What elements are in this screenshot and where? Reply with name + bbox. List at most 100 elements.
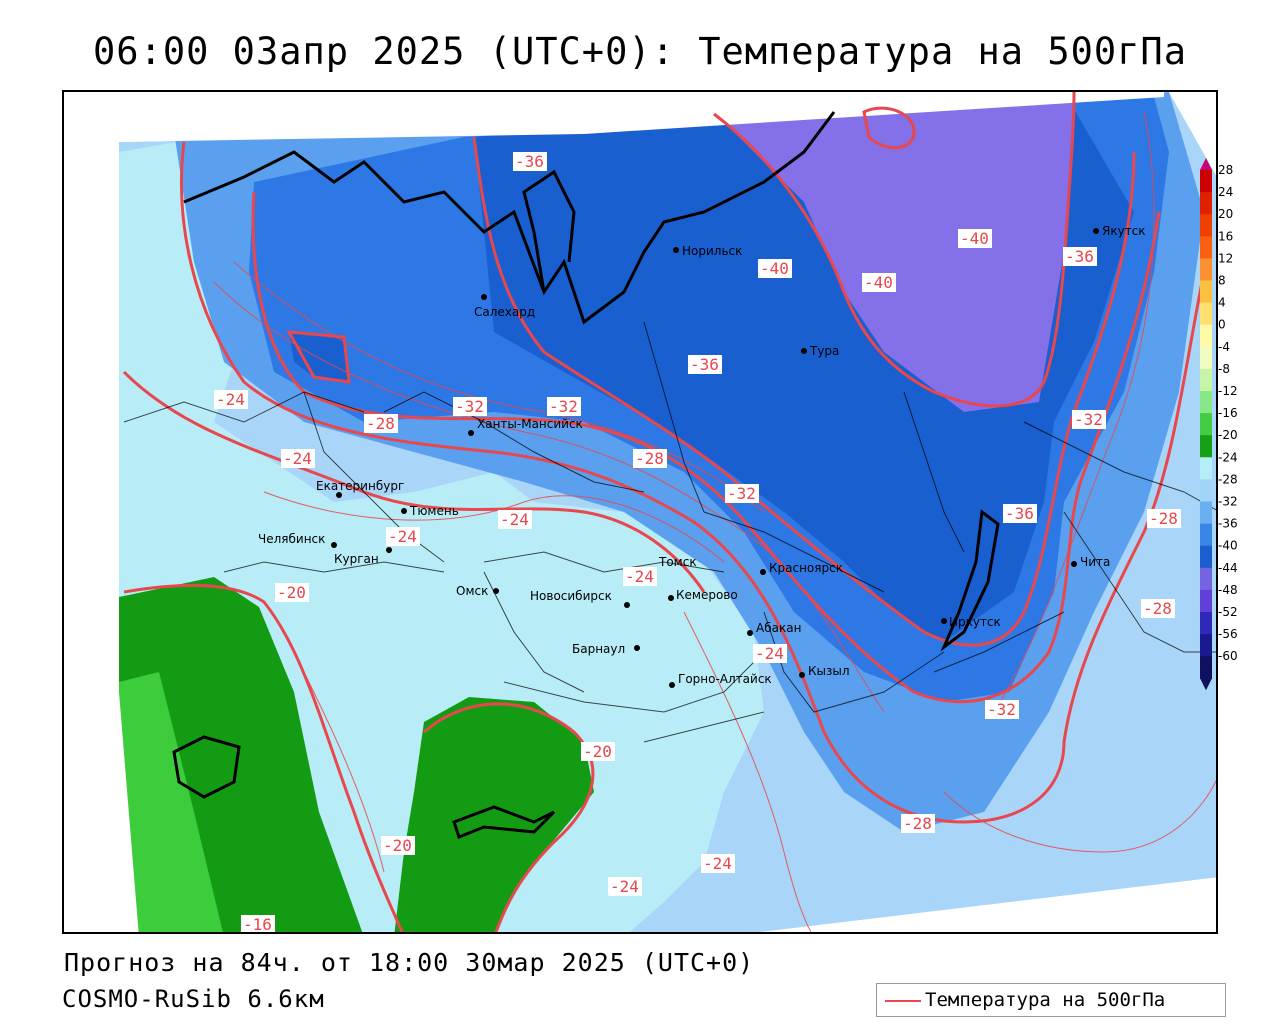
city-dot xyxy=(481,294,487,300)
isoline-label: -24 xyxy=(701,854,735,873)
scale-tick-label: -8 xyxy=(1218,362,1230,376)
city-dot xyxy=(668,595,674,601)
admin-border xyxy=(123,391,365,423)
isoline-label: -36 xyxy=(1003,504,1037,523)
admin-border xyxy=(1063,511,1216,653)
temperature-fields xyxy=(119,92,1216,932)
scale-tick-label: -12 xyxy=(1218,384,1238,398)
city-label: Салехард xyxy=(474,305,535,319)
isoline-label-bg xyxy=(1141,599,1175,618)
isoline-label-text: -32 xyxy=(455,397,484,416)
isoline-label-text: -36 xyxy=(515,152,544,171)
isoline-labels: -36 -40 -40 -36 -40 -36 -24 -32 -32 -28 -24 -28 -32 -… xyxy=(214,152,1181,932)
city-label: Барнаул xyxy=(572,642,625,656)
isoline-label: -16 xyxy=(241,915,275,932)
isoline-label-bg xyxy=(547,397,581,416)
cities: Норильск Якутск Салехард Тура Ханты-Манс… xyxy=(258,224,1146,688)
lake-balkhash xyxy=(452,805,556,839)
city-label: Иркутск xyxy=(949,615,1001,629)
city-dot xyxy=(799,672,805,678)
isoline-label-bg xyxy=(241,915,275,932)
isoline-label-bg xyxy=(701,854,735,873)
field-minus-40 xyxy=(714,92,1074,412)
scale-tick-label: -44 xyxy=(1218,561,1238,575)
forecast-info: Прогноз на 84ч. от 18:00 30мар 2025 (UTC… xyxy=(64,948,755,977)
isoline-label-bg xyxy=(688,355,722,374)
isoline-label-bg xyxy=(364,414,398,433)
scale-swatch xyxy=(1200,501,1212,525)
city-label: Омск xyxy=(456,584,488,598)
scale-tick-label: -16 xyxy=(1218,406,1238,420)
isoline-label-bg xyxy=(1072,410,1106,429)
admin-border xyxy=(223,561,445,573)
temperature-map[interactable]: Норильск Якутск Салехард Тура Ханты-Манс… xyxy=(62,90,1218,934)
city-dot xyxy=(493,588,499,594)
isoline-label-text: -28 xyxy=(903,814,932,833)
yamal-peninsula xyxy=(522,169,576,293)
city-dot xyxy=(386,547,392,553)
admin-border xyxy=(703,511,885,593)
isotherm-minus-40-cell xyxy=(862,106,916,150)
thin-isotherm xyxy=(213,281,885,713)
city-dot xyxy=(468,430,474,436)
isoline-label-bg xyxy=(725,484,759,503)
isoline-label-text: -24 xyxy=(500,510,529,529)
isoline-label-bg xyxy=(1147,509,1181,528)
city-dot xyxy=(1093,228,1099,234)
admin-border xyxy=(643,321,705,513)
isoline-label-text: -28 xyxy=(1143,599,1172,618)
scale-tick-label: 12 xyxy=(1218,251,1233,265)
isoline-label: -28 xyxy=(633,449,667,468)
scale-swatch xyxy=(1200,479,1212,502)
isoline-label-text: -24 xyxy=(755,644,784,663)
admin-border xyxy=(1023,421,1216,511)
scale-swatch xyxy=(1200,214,1212,237)
admin-border xyxy=(483,571,585,693)
scale-swatch xyxy=(1200,567,1212,591)
admin-border xyxy=(933,611,1065,673)
isoline-label: -32 xyxy=(725,484,759,503)
scale-tick-label: -24 xyxy=(1218,450,1238,464)
isoline-label: -24 xyxy=(386,527,420,546)
isoline-label: -36 xyxy=(1063,247,1097,266)
isoline-label: -32 xyxy=(985,700,1019,719)
isotherm-minus-36 xyxy=(472,136,1136,647)
scale-tick-label: -32 xyxy=(1218,495,1238,509)
scale-tick-label: -4 xyxy=(1218,340,1230,354)
isotherm-minus-40 xyxy=(713,92,1076,408)
isoline-label-text: -24 xyxy=(388,527,417,546)
isoline-label-bg xyxy=(758,259,792,278)
isotherm-minus-20-south xyxy=(423,702,595,932)
outside-domain-top xyxy=(64,92,1164,142)
isoline-label: -36 xyxy=(513,152,547,171)
isoline-label: -32 xyxy=(547,397,581,416)
city-label: Тура xyxy=(809,344,839,358)
scale-tick-label: -48 xyxy=(1218,583,1238,597)
isoline-label-text: -20 xyxy=(383,836,412,855)
scale-swatch xyxy=(1200,236,1212,259)
isoline-label-text: -32 xyxy=(987,700,1016,719)
city-label: Кызыл xyxy=(808,664,850,678)
scale-tick-label: 8 xyxy=(1218,274,1226,288)
outside-domain-left xyxy=(64,92,139,932)
isoline-label-text: -32 xyxy=(549,397,578,416)
model-name: COSMO-RuSib 6.6км xyxy=(62,985,325,1013)
scale-tick-label: -20 xyxy=(1218,428,1238,442)
isoline-label-text: -40 xyxy=(760,259,789,278)
legend-line-swatch xyxy=(885,1000,921,1002)
scale-swatch xyxy=(1200,192,1212,215)
city-dot xyxy=(760,569,766,575)
isoline-label: -24 xyxy=(214,390,248,409)
isoline-label-text: -36 xyxy=(690,355,719,374)
isoline-label-bg xyxy=(633,449,667,468)
isoline-label: -24 xyxy=(498,510,532,529)
scale-arrow-top xyxy=(1200,158,1212,170)
field-minus-12-west xyxy=(119,672,223,932)
city-dot xyxy=(336,492,342,498)
isoline-label-bg xyxy=(275,583,309,602)
admin-border xyxy=(643,711,765,743)
scale-swatch xyxy=(1200,302,1212,326)
isoline-label: -24 xyxy=(608,877,642,896)
isotherm-minus-28 xyxy=(180,141,1206,824)
scale-swatch xyxy=(1200,457,1212,480)
